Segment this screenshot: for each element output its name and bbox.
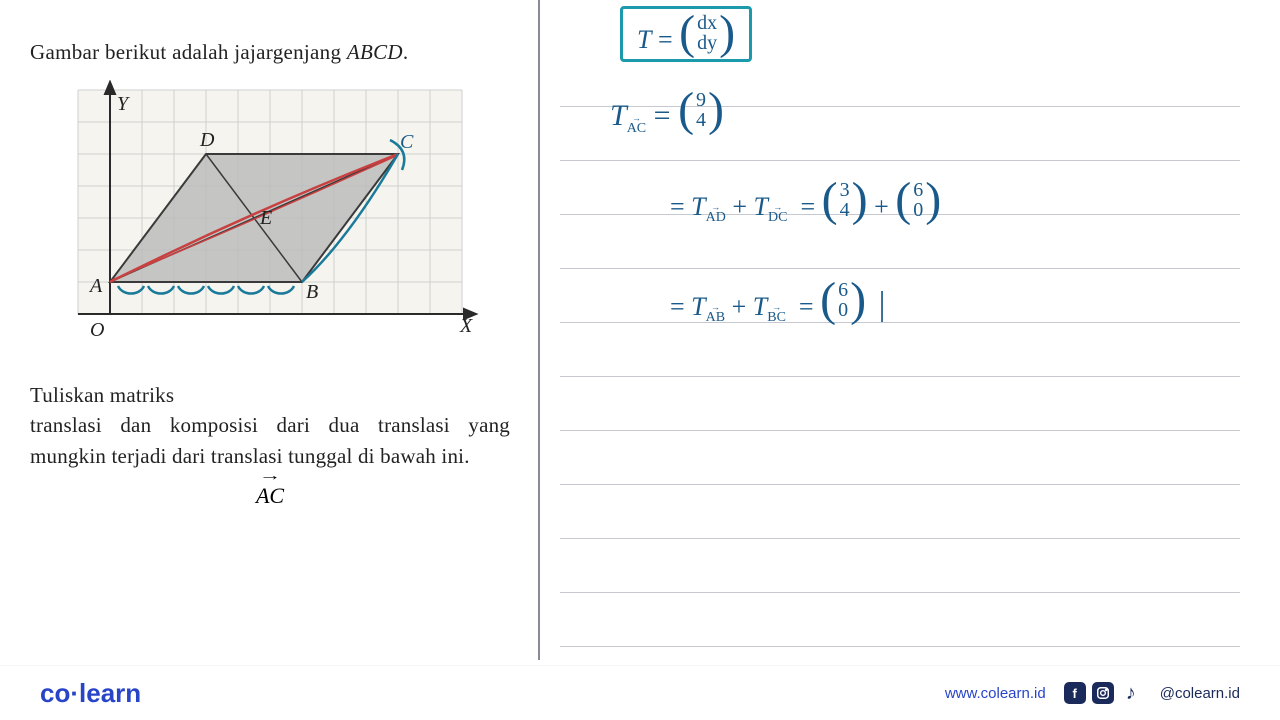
title-prefix: Gambar berikut adalah jajargenjang xyxy=(30,40,347,64)
logo-co: co xyxy=(40,678,70,708)
l3-eq1: = xyxy=(670,292,685,321)
l3-tail: | xyxy=(879,286,886,323)
notebook-line xyxy=(560,538,1240,539)
footer: co·learn www.colearn.id f ♪ @colearn.id xyxy=(0,665,1280,720)
notebook-line xyxy=(560,376,1240,377)
notebook-line xyxy=(560,430,1240,431)
l3-v1b: 0 xyxy=(838,300,848,320)
problem-text-body: translasi dan komposisi dari dua transla… xyxy=(30,410,510,471)
logo: co·learn xyxy=(40,678,141,709)
diagram: Y X O A B C D E xyxy=(60,80,480,360)
label-c: C xyxy=(400,131,414,153)
l2-v2t: 6 xyxy=(913,180,923,200)
notebook-line xyxy=(560,646,1240,647)
website-link[interactable]: www.colearn.id xyxy=(945,685,1046,702)
l2-eq1: = xyxy=(670,192,685,221)
tiktok-icon[interactable]: ♪ xyxy=(1120,682,1142,704)
l3-sub1: AB xyxy=(706,310,725,325)
l2-v1t: 3 xyxy=(840,180,850,200)
notebook-line xyxy=(560,268,1240,269)
l3-T1: T xyxy=(691,292,705,321)
diagram-svg: Y X O A B C D E xyxy=(60,80,480,360)
l1-eq: = xyxy=(654,99,671,132)
logo-dot: · xyxy=(70,678,79,708)
l2-sub1: AD xyxy=(706,210,726,225)
l3-sub2: BC xyxy=(767,310,786,325)
l3-plus: + xyxy=(732,292,747,321)
label-e: E xyxy=(259,207,272,229)
l2-plus: + xyxy=(732,192,747,221)
notebook-panel: T = ( dx dy ) TAC = ( 9 4 ) = TAD xyxy=(560,0,1260,680)
l1-bot: 4 xyxy=(696,110,706,130)
l1-top: 9 xyxy=(696,90,706,110)
hw-line2: = TAD + TDC = ( 3 4 ) + ( 6 0 ) xyxy=(670,180,941,226)
social-handle: @colearn.id xyxy=(1160,685,1240,702)
problem-panel: Gambar berikut adalah jajargenjang ABCD. xyxy=(30,40,510,509)
notebook-line xyxy=(560,322,1240,323)
l2-T2: T xyxy=(754,192,768,221)
l1-sub: AC xyxy=(627,121,646,136)
label-o: O xyxy=(90,319,104,341)
vector-ac-label: AC xyxy=(256,483,284,509)
title-shape: ABCD xyxy=(347,40,403,64)
instagram-icon[interactable] xyxy=(1092,682,1114,704)
l1-T: T xyxy=(610,99,627,132)
l2-v1b: 4 xyxy=(840,200,850,220)
l3-T2: T xyxy=(753,292,767,321)
label-x: X xyxy=(459,315,473,337)
l2-sub2: DC xyxy=(768,210,787,225)
title-suffix: . xyxy=(403,40,409,64)
l2-eq2: = xyxy=(800,192,815,221)
problem-text-line1: Tuliskan matriks xyxy=(30,380,510,410)
notebook-line xyxy=(560,484,1240,485)
footer-right: www.colearn.id f ♪ @colearn.id xyxy=(945,682,1240,704)
problem-title: Gambar berikut adalah jajargenjang ABCD. xyxy=(30,40,510,65)
l2-T1: T xyxy=(691,192,705,221)
facebook-icon[interactable]: f xyxy=(1064,682,1086,704)
logo-learn: learn xyxy=(79,678,141,708)
label-y: Y xyxy=(117,93,130,115)
boxed-formula: T = ( dx dy ) xyxy=(620,6,752,62)
hw-line1: TAC = ( 9 4 ) xyxy=(610,90,724,137)
social-icons: f ♪ xyxy=(1064,682,1142,704)
l3-v1t: 6 xyxy=(838,280,848,300)
l2-plus2: + xyxy=(874,192,889,221)
label-d: D xyxy=(199,129,215,151)
notebook-line xyxy=(560,592,1240,593)
box-dy: dy xyxy=(697,33,717,53)
vector-ac: AC xyxy=(30,483,510,509)
box-T: T xyxy=(637,25,651,54)
label-a: A xyxy=(88,275,103,297)
box-eq: = xyxy=(658,25,673,54)
notebook-line xyxy=(560,160,1240,161)
label-b: B xyxy=(306,281,318,303)
box-dx: dx xyxy=(697,13,717,33)
vertical-divider xyxy=(538,0,540,660)
hw-line3: = TAB + TBC = ( 6 0 ) | xyxy=(670,280,885,326)
l3-eq2: = xyxy=(799,292,814,321)
l2-v2b: 0 xyxy=(913,200,923,220)
